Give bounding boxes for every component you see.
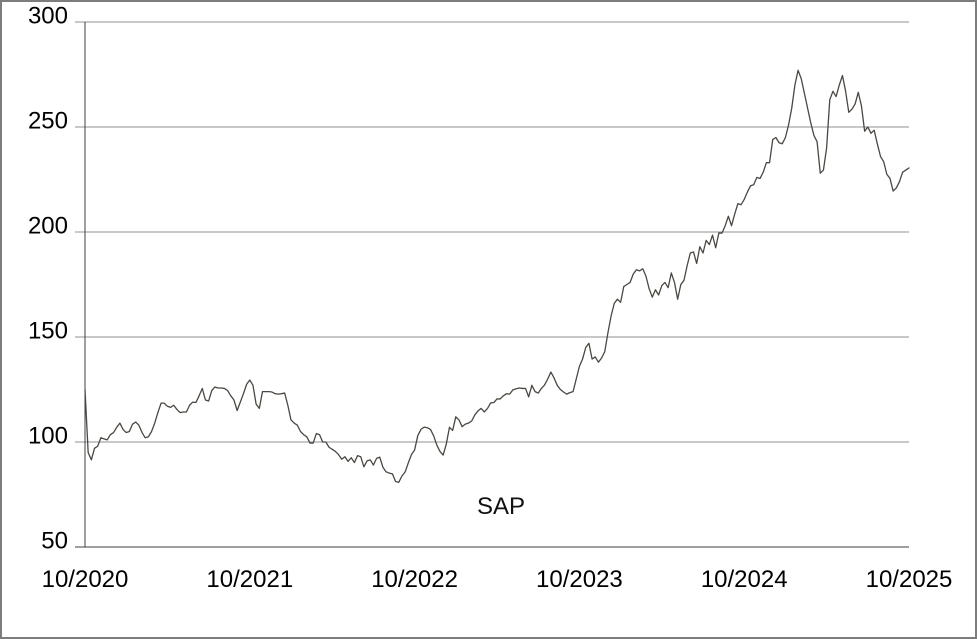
x-axis-label: 10/2021: [206, 566, 293, 593]
y-axis-label: 50: [41, 527, 68, 554]
y-axis-label: 150: [28, 317, 68, 344]
gridlines-layer: [75, 21, 909, 443]
x-axis-label: 10/2023: [536, 566, 623, 593]
x-axis-label: 10/2024: [701, 566, 788, 593]
y-axis-label: 100: [28, 422, 68, 449]
x-axis-label: 10/2025: [866, 566, 953, 593]
x-axis-label: 10/2020: [42, 566, 129, 593]
axes-layer: [75, 22, 909, 548]
y-axis-label: 250: [28, 107, 68, 134]
price-line-series-sap: [84, 69, 910, 483]
axis-labels-layer: 50 100 150 200 250 300 10/2020 10/2021 10/2022 10…: [28, 2, 952, 593]
y-axis-label: 300: [28, 2, 68, 29]
x-axis-label: 10/2022: [371, 566, 458, 593]
y-axis-label: 200: [28, 212, 68, 239]
series-label-sap: SAP: [477, 493, 525, 520]
